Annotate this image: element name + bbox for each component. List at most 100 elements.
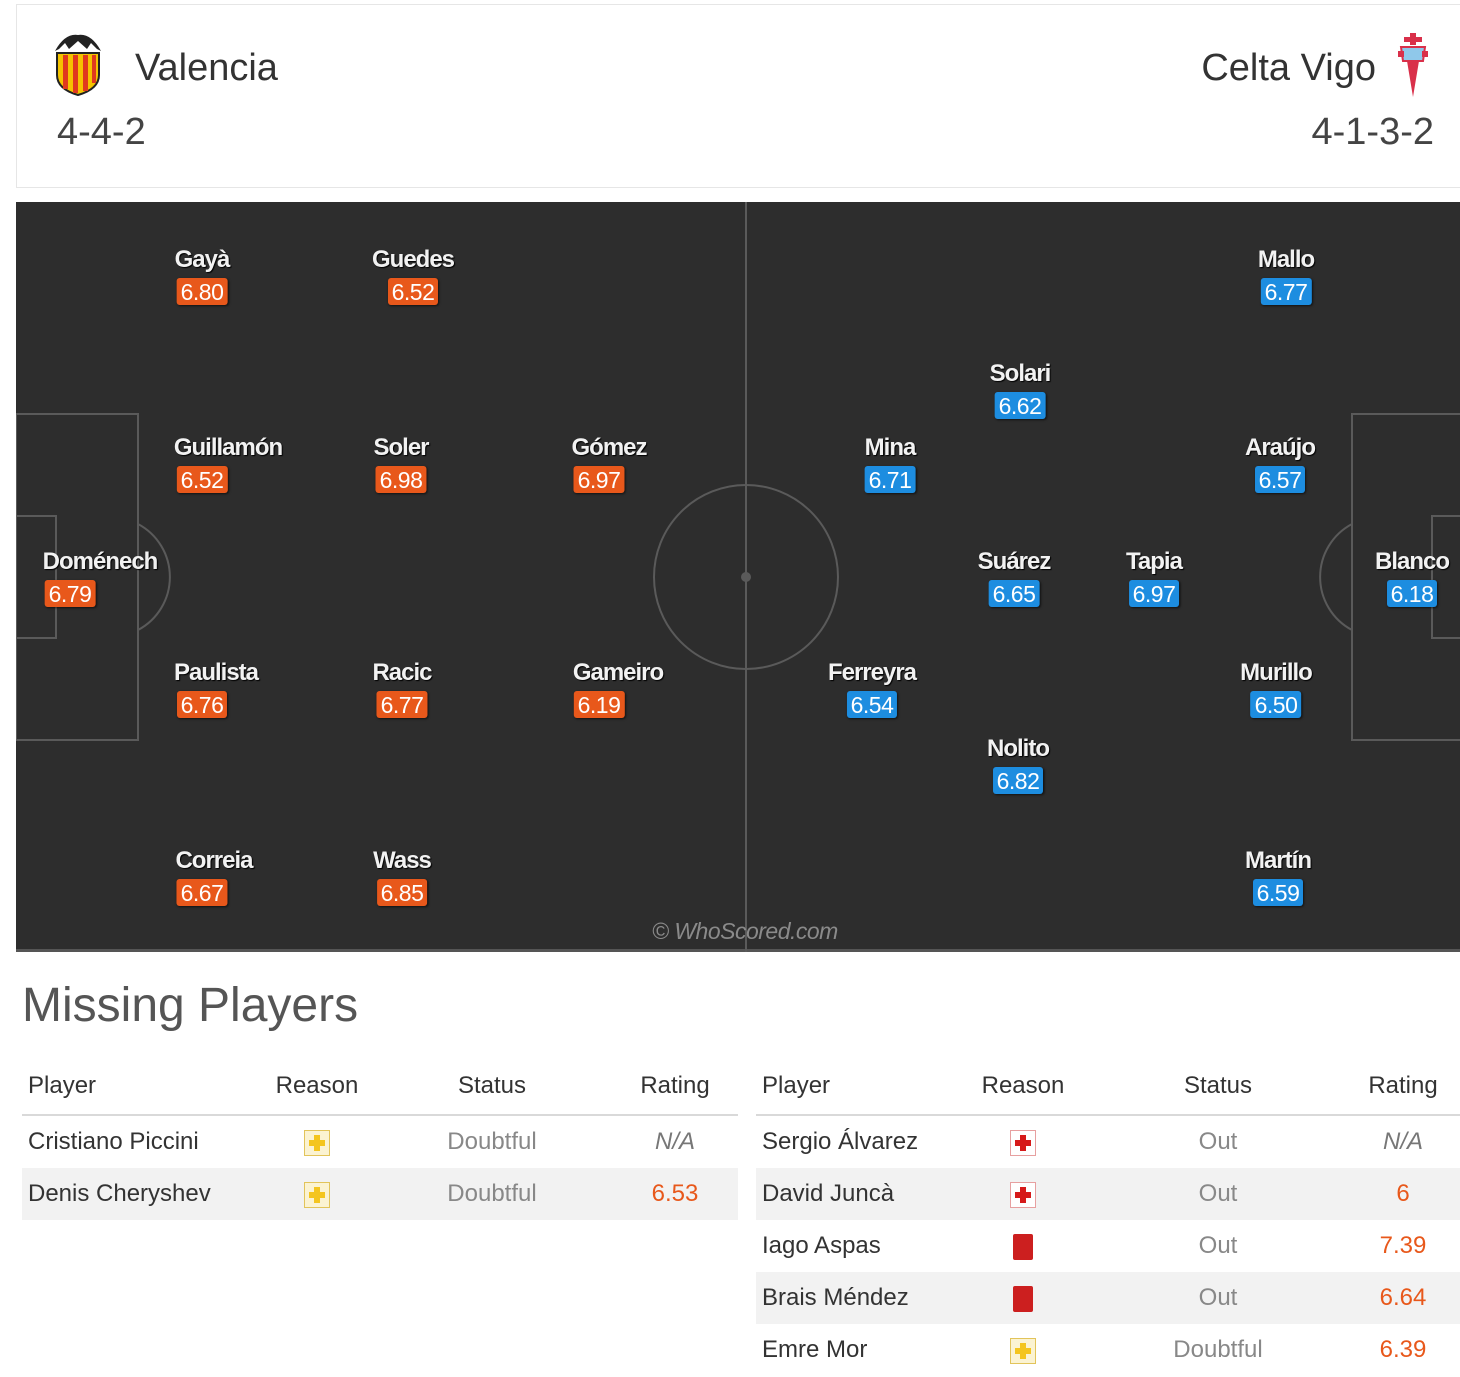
injury-icon bbox=[1010, 1129, 1036, 1156]
header-rating[interactable]: Rating bbox=[612, 1058, 738, 1116]
player-name: Racic bbox=[372, 659, 432, 686]
player-paulista[interactable]: Paulista 6.76 bbox=[174, 659, 259, 718]
header-rating[interactable]: Rating bbox=[1346, 1058, 1460, 1116]
player-link[interactable]: David Juncà bbox=[756, 1168, 956, 1220]
doubtful-icon bbox=[1010, 1337, 1036, 1364]
away-team-name[interactable]: Celta Vigo bbox=[1201, 47, 1376, 89]
table-row: Denis Cheryshev Doubtful 6.53 bbox=[22, 1168, 738, 1220]
status-cell: Doubtful bbox=[1173, 1336, 1263, 1363]
rating-cell: 6.64 bbox=[1346, 1272, 1460, 1324]
player-suarez[interactable]: Suárez 6.65 bbox=[978, 548, 1051, 607]
player-name: Guillamón bbox=[173, 434, 283, 461]
player-rating: 6.71 bbox=[864, 466, 916, 493]
player-name: Soler bbox=[373, 434, 429, 461]
table-row: Emre Mor Doubtful 6.39 bbox=[756, 1324, 1460, 1376]
status-cell: Doubtful bbox=[372, 1168, 612, 1220]
player-martin[interactable]: Martín 6.59 bbox=[1245, 847, 1312, 906]
player-rating: 6.80 bbox=[176, 278, 228, 305]
home-team-name[interactable]: Valencia bbox=[135, 47, 278, 89]
table-row: David Juncà Out 6 bbox=[756, 1168, 1460, 1220]
player-ferreyra[interactable]: Ferreyra 6.54 bbox=[827, 659, 917, 718]
player-rating: 6.54 bbox=[846, 691, 898, 718]
player-name: Suárez bbox=[977, 548, 1052, 575]
player-link[interactable]: Denis Cheryshev bbox=[22, 1168, 262, 1220]
player-guillamon[interactable]: Guillamón 6.52 bbox=[173, 434, 283, 493]
player-rating: 6.50 bbox=[1250, 691, 1302, 718]
player-name: Gómez bbox=[571, 434, 647, 461]
player-tapia[interactable]: Tapia 6.97 bbox=[1126, 548, 1183, 607]
player-rating: 6.18 bbox=[1386, 580, 1438, 607]
player-name: Gayà bbox=[174, 246, 231, 273]
player-name: Tapia bbox=[1126, 548, 1183, 575]
player-name: Solari bbox=[989, 360, 1052, 387]
status-cell: Out bbox=[1198, 1232, 1238, 1259]
header-player[interactable]: Player bbox=[22, 1058, 262, 1116]
player-gaya[interactable]: Gayà 6.80 bbox=[175, 246, 230, 305]
status-cell: Doubtful bbox=[447, 1128, 537, 1155]
rating-cell: 6.39 bbox=[1379, 1336, 1427, 1363]
player-nolito[interactable]: Nolito 6.82 bbox=[987, 735, 1050, 794]
player-name: Mallo bbox=[1257, 246, 1315, 273]
player-link[interactable]: Iago Aspas bbox=[762, 1232, 881, 1259]
player-rating: 6.67 bbox=[176, 879, 228, 906]
player-link[interactable]: Emre Mor bbox=[762, 1336, 868, 1363]
player-gameiro[interactable]: Gameiro 6.19 bbox=[572, 659, 664, 718]
header-player[interactable]: Player bbox=[756, 1058, 956, 1116]
player-mallo[interactable]: Mallo 6.77 bbox=[1257, 246, 1315, 305]
home-missing-table: Player Reason Status Rating Cristiano Pi… bbox=[22, 1058, 738, 1220]
table-header-row: Player Reason Status Rating bbox=[22, 1058, 738, 1116]
header-reason[interactable]: Reason bbox=[262, 1058, 372, 1116]
pitch-markings bbox=[16, 202, 1460, 952]
player-rating: 6.77 bbox=[376, 691, 428, 718]
watermark: © WhoScored.com bbox=[652, 918, 838, 944]
doubtful-icon bbox=[304, 1129, 330, 1156]
player-rating: 6.76 bbox=[176, 691, 228, 718]
player-name: Doménech bbox=[42, 548, 159, 575]
red-card-icon bbox=[1013, 1285, 1033, 1312]
player-gomez[interactable]: Gómez 6.97 bbox=[571, 434, 648, 493]
player-correia[interactable]: Correia 6.67 bbox=[175, 847, 254, 906]
player-rating: 6.85 bbox=[376, 879, 428, 906]
rating-cell: 7.39 bbox=[1379, 1232, 1427, 1259]
player-name: Nolito bbox=[987, 735, 1050, 762]
away-formation: 4-1-3-2 bbox=[1311, 111, 1435, 153]
table-row: Cristiano Piccini Doubtful N/A bbox=[22, 1115, 738, 1168]
player-mina[interactable]: Mina 6.71 bbox=[864, 434, 917, 493]
player-domenech[interactable]: Doménech 6.79 bbox=[43, 548, 158, 607]
header-reason[interactable]: Reason bbox=[956, 1058, 1090, 1116]
player-name: Martín bbox=[1245, 847, 1312, 874]
player-rating: 6.57 bbox=[1254, 466, 1306, 493]
player-name: Wass bbox=[373, 847, 432, 874]
player-murillo[interactable]: Murillo 6.50 bbox=[1240, 659, 1313, 718]
header-status[interactable]: Status bbox=[1090, 1058, 1346, 1116]
player-racic[interactable]: Racic 6.77 bbox=[372, 659, 433, 718]
player-blanco[interactable]: Blanco 6.18 bbox=[1374, 548, 1450, 607]
status-cell: Out bbox=[1198, 1128, 1238, 1155]
player-rating: 6.59 bbox=[1252, 879, 1304, 906]
player-solari[interactable]: Solari 6.62 bbox=[990, 360, 1051, 419]
player-link[interactable]: Cristiano Piccini bbox=[28, 1128, 199, 1155]
player-name: Ferreyra bbox=[827, 659, 917, 686]
missing-players-title: Missing Players bbox=[22, 979, 359, 1032]
player-guedes[interactable]: Guedes 6.52 bbox=[371, 246, 455, 305]
player-rating: 6.19 bbox=[573, 691, 625, 718]
player-name: Blanco bbox=[1374, 548, 1450, 575]
player-name: Mina bbox=[864, 434, 917, 461]
status-cell: Out bbox=[1090, 1272, 1346, 1324]
table-row: Iago Aspas Out 7.39 bbox=[756, 1220, 1460, 1272]
player-link[interactable]: Brais Méndez bbox=[756, 1272, 956, 1324]
player-link[interactable]: Sergio Álvarez bbox=[762, 1128, 919, 1155]
player-name: Correia bbox=[175, 847, 253, 874]
away-missing-table: Player Reason Status Rating Sergio Álvar… bbox=[756, 1058, 1460, 1376]
player-soler[interactable]: Soler 6.98 bbox=[373, 434, 430, 493]
player-name: Gameiro bbox=[572, 659, 664, 686]
player-rating: 6.52 bbox=[387, 278, 439, 305]
header-status[interactable]: Status bbox=[372, 1058, 612, 1116]
table-row: Sergio Álvarez Out N/A bbox=[756, 1115, 1460, 1168]
player-araujo[interactable]: Araújo 6.57 bbox=[1245, 434, 1316, 493]
player-name: Guedes bbox=[371, 246, 455, 273]
player-rating: 6.62 bbox=[994, 392, 1046, 419]
player-rating: 6.98 bbox=[375, 466, 427, 493]
player-wass[interactable]: Wass 6.85 bbox=[373, 847, 432, 906]
rating-cell: N/A bbox=[654, 1128, 695, 1155]
